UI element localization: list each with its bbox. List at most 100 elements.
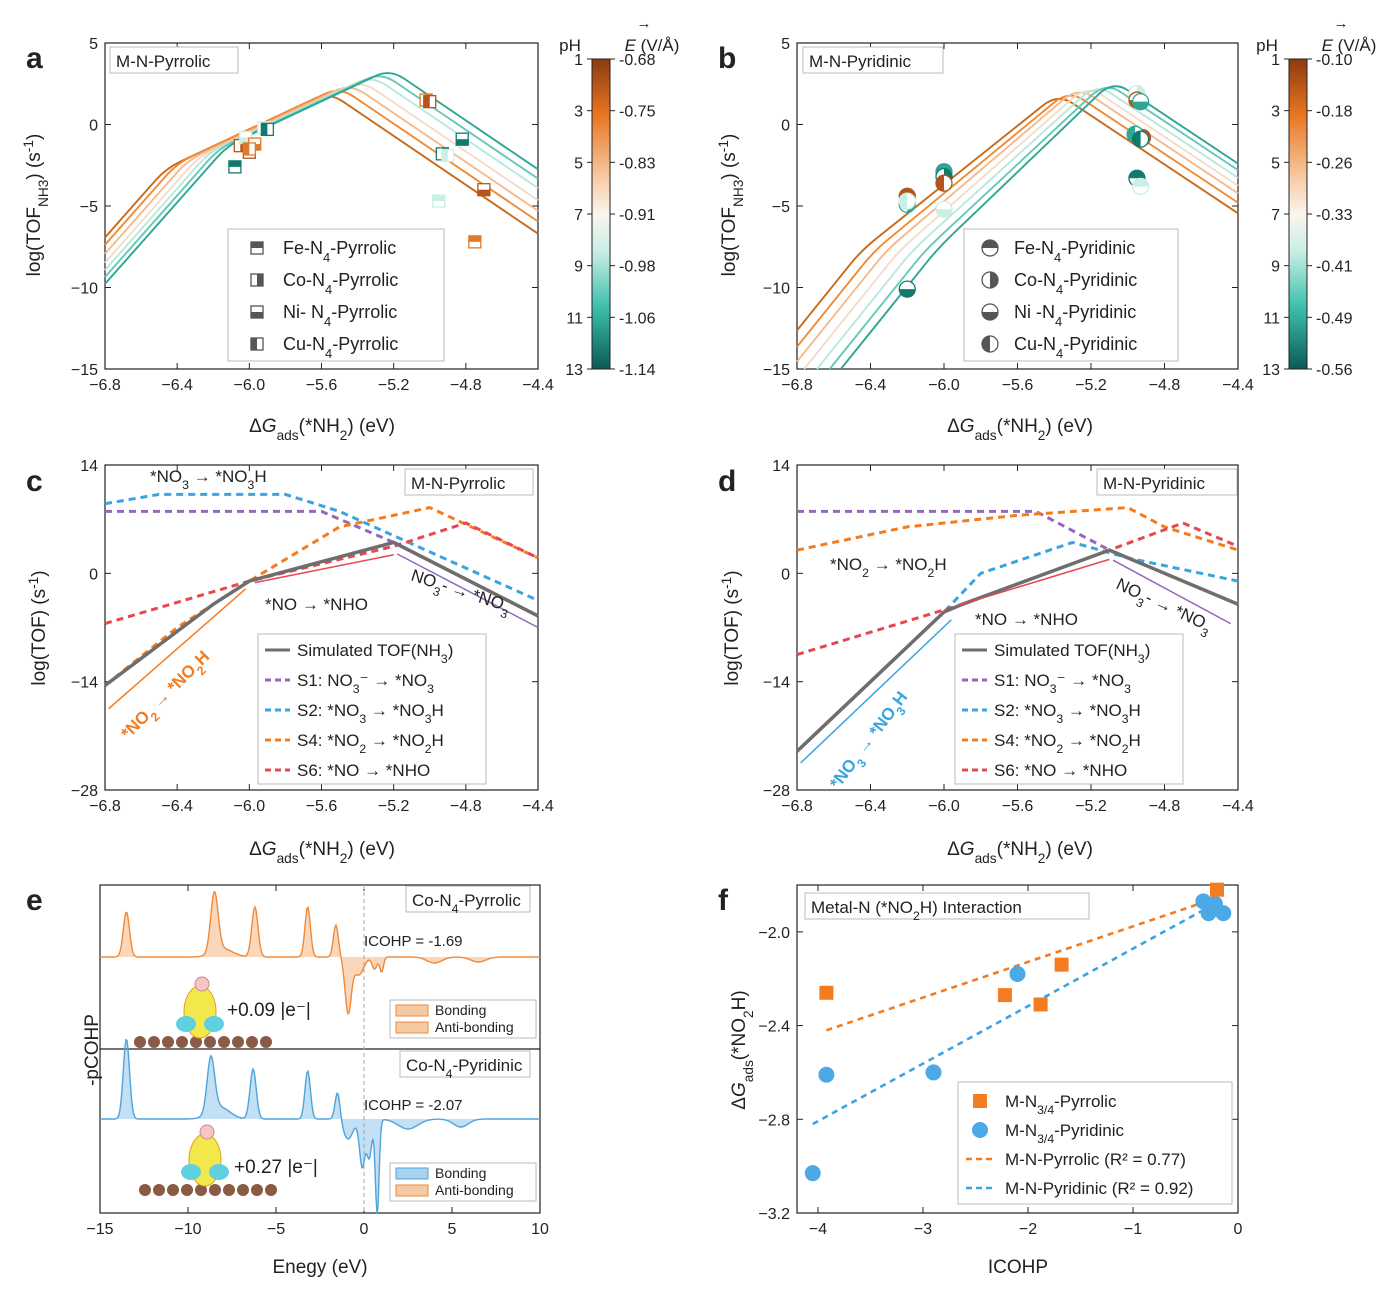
legend-b-item: Ni -N4-Pyridinic: [1014, 302, 1136, 329]
cb-e-label: -0.49: [1316, 310, 1353, 327]
y-tick-label: −2.0: [758, 925, 790, 942]
data-point-Cu: [242, 142, 256, 156]
x-tick-label: −4.4: [1222, 377, 1254, 394]
atom: [209, 1184, 221, 1196]
data-point-pyrrolic: [1210, 882, 1224, 897]
atom: [134, 1036, 146, 1048]
volcano-curve: [840, 85, 1239, 370]
annotation-c2: *NO → *NHO: [265, 595, 368, 614]
cb-e-label: -0.56: [1316, 362, 1353, 379]
colorbar-a-e-title: E (V/Å): [625, 36, 680, 55]
data-point-pyrrolic: [1054, 957, 1069, 972]
x-axis-label: ΔGads(*NH2) (eV): [947, 416, 1093, 443]
cb-e-label: -1.14: [619, 362, 656, 379]
marker-fill: [1132, 131, 1141, 148]
plot-frame: [796, 884, 1239, 1214]
marker-fill: [899, 289, 916, 298]
marker-fill: [423, 95, 430, 108]
data-point-pyridinic: [818, 1066, 835, 1083]
colorbar-b-e-title: E (V/Å): [1322, 36, 1377, 55]
marker-fill: [228, 160, 241, 167]
bracket-d-red: [956, 558, 1110, 607]
legend-f-item: M-N3/4-Pyrrolic: [1005, 1092, 1117, 1117]
marker-fill: [899, 193, 908, 210]
cb-e-label: -1.06: [619, 310, 656, 327]
panel-b-label: M-N-Pyridinic: [809, 52, 912, 71]
x-tick-label: 0: [1234, 1221, 1243, 1238]
series-line-simulated: [795, 548, 1239, 753]
bracket-d-purple: [1112, 559, 1232, 625]
marker-fill: [477, 189, 490, 196]
y-tick-label: −28: [71, 783, 98, 800]
y-tick-label: −15: [71, 362, 98, 379]
x-tick-label: −5.2: [1075, 377, 1107, 394]
series-line: [796, 506, 1239, 552]
panel-d-label: M-N-Pyridinic: [1103, 474, 1206, 493]
legend-swatch: [395, 1021, 429, 1034]
x-tick-label: −6.8: [781, 377, 813, 394]
colorbar-a-ph-title: pH: [559, 36, 581, 55]
label-co-pyrrolic-box: [405, 885, 531, 913]
colorbar-a: [591, 58, 611, 370]
fit-line-pyrrolic: [825, 900, 1207, 1032]
x-tick-label: −6.4: [855, 798, 887, 815]
x-tick-label: −6.8: [89, 798, 121, 815]
legend-marker: [250, 305, 264, 319]
y-tick-label: −10: [763, 281, 790, 298]
bracket-c-orange: [108, 588, 247, 710]
legend-marker: [981, 335, 999, 353]
cb-ph-label: 9: [1271, 259, 1280, 276]
x-tick-label: −4: [809, 1221, 827, 1238]
y-axis-label-f: ΔGads(*NO2H): [729, 990, 756, 1109]
series-line: [797, 509, 1239, 606]
y-tick-label: 0: [781, 118, 790, 135]
atom: [251, 1184, 263, 1196]
panel-letter-f: f: [718, 884, 729, 917]
data-point-Fe: [468, 235, 482, 249]
legend-c-box: [257, 633, 487, 785]
cb-ph-label: 13: [1262, 362, 1280, 379]
y-tick-label: 14: [80, 458, 98, 475]
legend-b-item: Cu-N4-Pyridinic: [1014, 334, 1137, 361]
x-tick-label: −6.0: [928, 798, 960, 815]
data-point-pyrrolic: [819, 985, 834, 1000]
legend-d-item: Simulated TOF(NH3): [994, 641, 1150, 666]
panel-letter-e: e: [26, 884, 43, 917]
x-tick-label: −4.4: [522, 377, 554, 394]
legend-c-item: S2: *NO3 → *NO3H: [297, 701, 444, 726]
atom: [199, 1124, 215, 1140]
marker-fill: [432, 195, 445, 202]
legend-a-item: Ni- N4-Pyrrolic: [283, 302, 397, 329]
legend-b-box: [963, 228, 1179, 362]
x-tick-label: −5.2: [378, 798, 410, 815]
data-point-pyrrolic: [997, 988, 1012, 1003]
legend-a-item: Co-N4-Pyrrolic: [283, 270, 398, 297]
marker-fill: [251, 338, 257, 350]
cb-e-label: -0.98: [619, 259, 656, 276]
data-point-Cu: [935, 174, 953, 192]
cb-ph-label: 11: [566, 310, 583, 327]
x-axis-label: ΔGads(*NH2) (eV): [249, 839, 395, 866]
marker-fill: [1132, 101, 1149, 110]
y-tick-label: −28: [763, 783, 790, 800]
panel-c-label-box: [404, 468, 534, 496]
atom: [167, 1184, 179, 1196]
x-tick-label: 5: [448, 1221, 457, 1238]
legend-marker: [981, 239, 999, 257]
cb-ph-label: 1: [1271, 52, 1280, 69]
legend-e-item: Bonding: [435, 1165, 486, 1181]
charge-lobe: [209, 1164, 229, 1180]
annotation-d2: *NO → *NHO: [975, 610, 1078, 629]
x-tick-label: −4.8: [450, 377, 482, 394]
cb-ph-label: 3: [574, 104, 583, 121]
y-tick-label: −2.8: [758, 1112, 790, 1129]
y-tick-label: 0: [781, 566, 790, 583]
colorbar-b-ph-title: pH: [1256, 36, 1278, 55]
x-tick-label: −6.0: [234, 377, 266, 394]
marker-fill: [251, 242, 263, 248]
data-point-Ni: [898, 280, 916, 298]
data-point-Fe: [1131, 177, 1150, 196]
legend-swatch: [395, 1004, 429, 1017]
atom: [181, 1184, 193, 1196]
atom: [195, 1184, 207, 1196]
